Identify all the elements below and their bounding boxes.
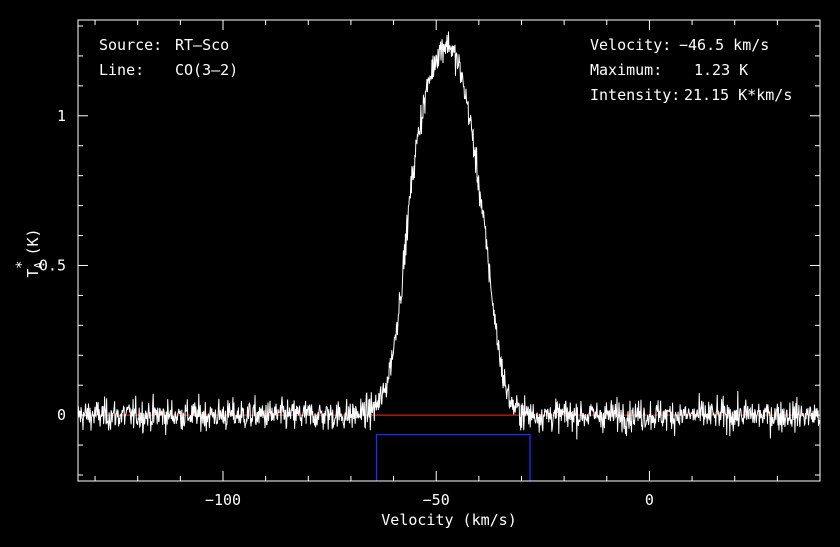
velocity-value: −46.5 km/s [679, 36, 769, 54]
plot-area [77, 31, 821, 481]
integration-window [375, 433, 531, 481]
maximum-value: 1.23 K [694, 61, 748, 79]
y-tick-label: 0 [57, 406, 66, 424]
y-axis-label-unit: (K) [24, 228, 42, 255]
x-tick-label: 0 [645, 491, 654, 509]
maximum-key: Maximum: [590, 61, 662, 79]
svg-text:TA*(K): TA* (K) [14, 228, 45, 277]
velocity-key: Velocity: [590, 36, 671, 54]
intensity-key: Intensity: [590, 86, 680, 104]
source-key: Source: [99, 36, 162, 54]
x-tick-label: −50 [423, 491, 450, 509]
y-axis-label: TA* (K) [14, 228, 45, 277]
x-axis-ticks: −100 −50 0 [94, 20, 821, 509]
line-key: Line: [99, 61, 144, 79]
y-axis-ticks: 00.51 [39, 25, 820, 476]
y-axis-label-main: T [24, 269, 42, 278]
x-axis-label: Velocity (km/s) [381, 511, 516, 529]
plot-frame [77, 19, 821, 482]
line-value: CO(3–2) [175, 61, 238, 79]
y-axis-label-sub: A [32, 262, 45, 269]
y-tick-label: 1 [57, 107, 66, 125]
y-tick-label: 0.5 [39, 256, 66, 274]
source-value: RT–Sco [175, 36, 229, 54]
y-axis-label-sup: * [14, 261, 30, 269]
annotation-right: Velocity: −46.5 km/s Maximum: 1.23 K Int… [590, 36, 792, 104]
spectrum-line [77, 31, 821, 440]
intensity-value: 21.15 K*km/s [684, 86, 792, 104]
annotation-left: Source: RT–Sco Line: CO(3–2) [99, 36, 238, 79]
x-tick-label: −100 [205, 491, 241, 509]
